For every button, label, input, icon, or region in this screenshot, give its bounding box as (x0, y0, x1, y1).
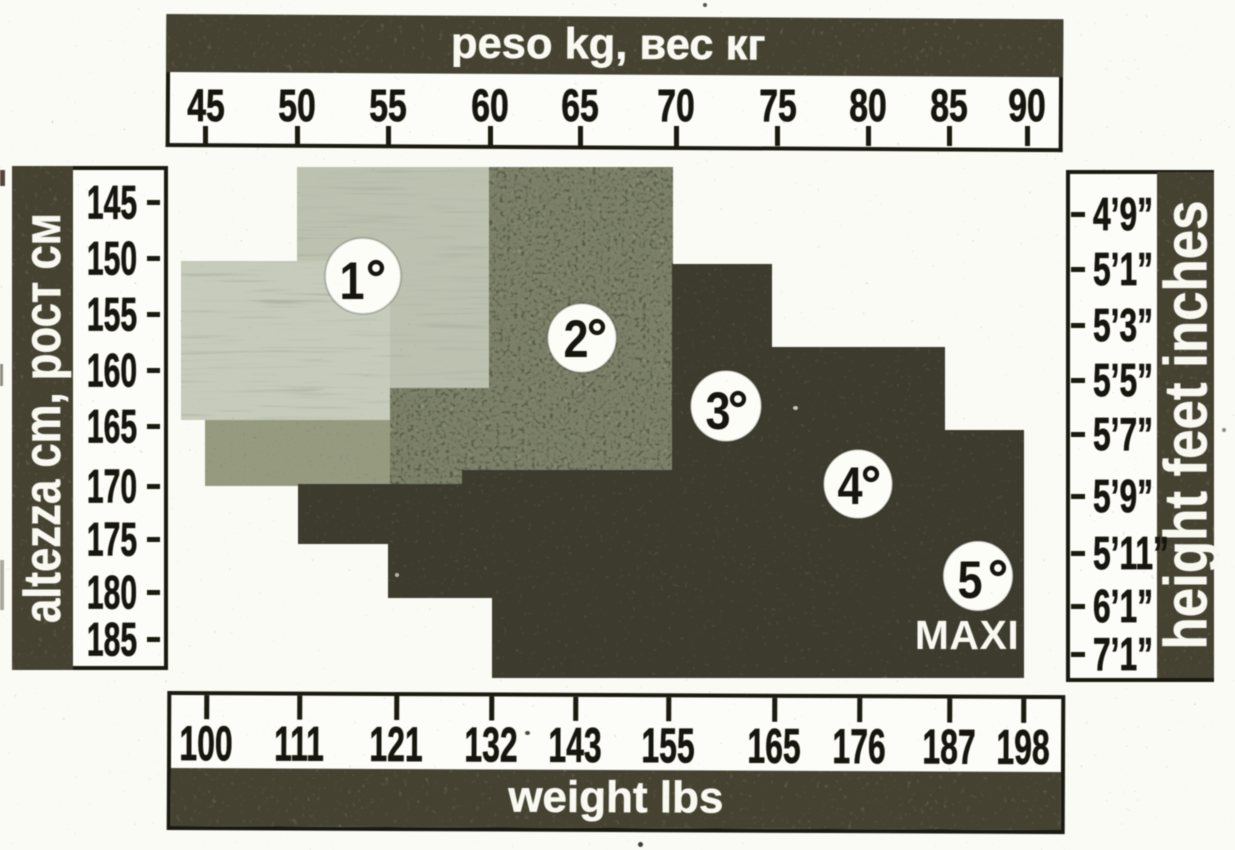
svg-text:2: 2 (563, 310, 588, 369)
svg-text:1: 1 (339, 252, 364, 311)
svg-text:MAXI: MAXI (915, 612, 1020, 658)
svg-text:3: 3 (705, 382, 730, 441)
svg-text:4: 4 (837, 457, 863, 516)
svg-text:5: 5 (957, 551, 982, 610)
